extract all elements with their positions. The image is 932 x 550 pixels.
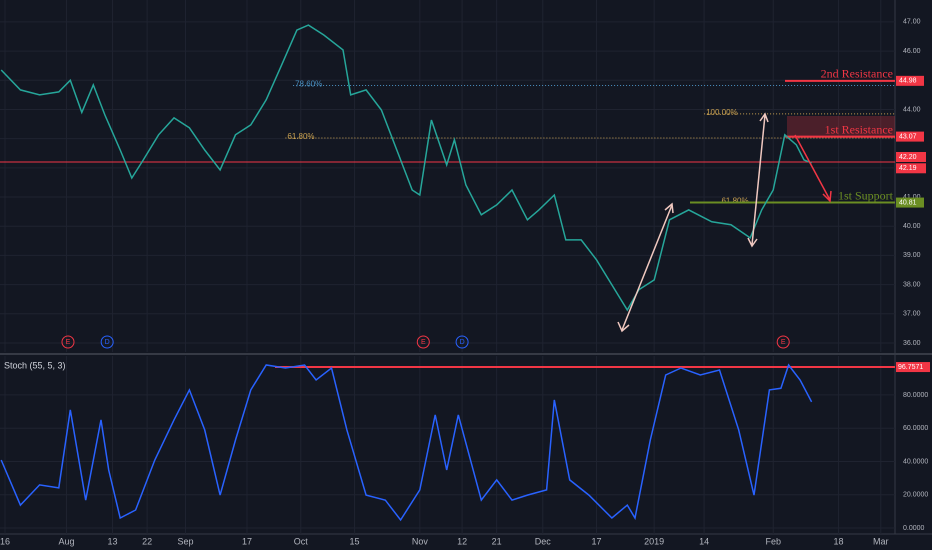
fib-label: 61.80%: [287, 132, 314, 141]
event-label: E: [66, 339, 71, 346]
y-tick-label: 0.0000: [903, 525, 925, 532]
y-tick-label: 40.00: [903, 223, 921, 230]
fib-label: 78.60%: [295, 80, 322, 89]
event-marker: [455, 335, 469, 349]
x-tick-label: Feb: [765, 536, 781, 546]
x-tick-label: 12: [457, 536, 467, 546]
series-line: [0, 24, 812, 312]
arrow-head: [664, 202, 674, 214]
y-tick-label: 37.00: [903, 311, 921, 318]
y-tick-label: 46.00: [903, 48, 921, 55]
x-tick-label: Sep: [178, 536, 194, 546]
arrow-head: [822, 190, 832, 203]
price-tag-label: 42.19: [899, 165, 917, 172]
event-marker: [776, 335, 790, 349]
price-tag-label: 42.20: [899, 154, 917, 161]
level-tag: [896, 131, 924, 142]
resistance-zone: [787, 116, 895, 138]
event-marker: [416, 335, 430, 349]
stoch-tag-value: 96.7571: [898, 364, 923, 371]
x-tick-label: Dec: [535, 536, 552, 546]
y-tick-label: 41.00: [903, 194, 921, 201]
fib-label: 100.00%: [706, 108, 738, 117]
x-tick-label: 13: [108, 536, 118, 546]
y-tick-label: 39.00: [903, 252, 921, 259]
price-tag: [896, 163, 926, 174]
arrow-head: [759, 112, 769, 123]
y-tick-label: 80.0000: [903, 392, 928, 399]
event-marker: [61, 335, 75, 349]
price-tag: [896, 151, 926, 162]
level-label: 2nd Resistance: [821, 67, 893, 81]
level-tag-value: 44.98: [899, 78, 917, 85]
x-tick-label: Nov: [412, 536, 429, 546]
y-tick-label: 20.0000: [903, 492, 928, 499]
x-tick-label: Oct: [294, 536, 309, 546]
level-label: 1st Resistance: [825, 122, 893, 136]
x-tick-label: 22: [142, 536, 152, 546]
level-tag: [896, 75, 924, 86]
x-tick-label: 18: [834, 536, 844, 546]
arrow-head: [617, 321, 630, 333]
event-label: E: [781, 339, 786, 346]
fib-label: 61.80%: [721, 196, 748, 205]
stoch-title: Stoch (55, 5, 3): [4, 360, 66, 370]
x-tick-label: 2019: [644, 536, 664, 546]
x-tick-label: Aug: [58, 536, 74, 546]
projection-arrow: [794, 134, 831, 201]
y-tick-label: 40.0000: [903, 458, 928, 465]
level-tag-value: 40.81: [899, 199, 917, 206]
trend-arrow: [621, 204, 673, 331]
x-tick-label: 21: [492, 536, 502, 546]
event-label: D: [105, 339, 110, 346]
x-tick-label: 17: [242, 536, 252, 546]
series-line: [0, 363, 813, 522]
arrow-head: [747, 237, 758, 248]
y-tick-label: 60.0000: [903, 425, 928, 432]
x-tick-label: 15: [350, 536, 360, 546]
drawings: [617, 112, 895, 333]
y-tick-label: 47.00: [903, 19, 921, 26]
x-tick-label: 17: [592, 536, 602, 546]
event-label: E: [421, 339, 426, 346]
level-label: 1st Support: [838, 188, 894, 202]
y-tick-label: 38.00: [903, 281, 921, 288]
y-tick-label: 44.00: [903, 106, 921, 113]
event-label: D: [460, 339, 465, 346]
y-tick-label: 36.00: [903, 340, 921, 347]
x-tick-label: 16: [0, 536, 10, 546]
event-marker: [100, 335, 114, 349]
x-tick-label: Mar: [873, 536, 889, 546]
trend-arrow: [751, 114, 766, 246]
level-tag: [896, 197, 924, 208]
x-tick-label: 14: [699, 536, 709, 546]
stoch-tag: [896, 362, 930, 373]
level-tag-value: 43.07: [899, 133, 917, 140]
